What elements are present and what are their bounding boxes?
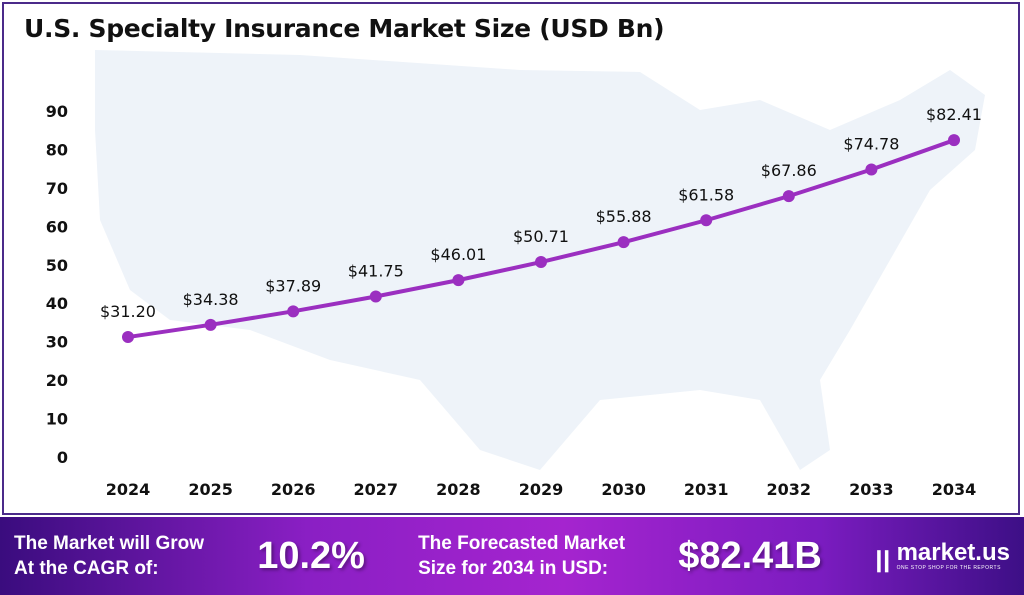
logo-tagline: ONE STOP SHOP FOR THE REPORTS	[896, 565, 1001, 571]
y-tick-label: 90	[46, 102, 68, 121]
chart-title: U.S. Specialty Insurance Market Size (US…	[24, 14, 665, 43]
cagr-label-line1: The Market will Grow	[14, 533, 205, 554]
data-point	[204, 318, 217, 331]
y-tick-label: 70	[46, 179, 68, 198]
data-label: $82.41	[926, 105, 982, 124]
logo-icon: ꞁꞁ	[875, 540, 891, 572]
x-tick-label: 2031	[684, 480, 729, 499]
logo-name: market.us	[896, 539, 1010, 566]
x-tick-label: 2033	[849, 480, 894, 499]
data-label: $67.86	[761, 161, 817, 180]
data-point	[535, 256, 547, 269]
y-tick-label: 20	[46, 371, 68, 390]
x-tick-label: 2029	[519, 480, 564, 499]
data-point	[617, 236, 630, 249]
y-tick-label: 50	[46, 256, 68, 275]
x-tick-label: 2034	[932, 480, 977, 499]
data-point	[452, 274, 465, 287]
data-point	[948, 134, 960, 147]
cagr-value: 10.2%	[257, 534, 365, 577]
y-tick-label: 30	[46, 333, 68, 352]
data-point	[865, 163, 878, 176]
footer-banner: The Market will Grow At the CAGR of: 10.…	[0, 517, 1024, 595]
x-tick-label: 2032	[767, 480, 812, 499]
x-tick-label: 2024	[106, 480, 151, 499]
y-tick-label: 10	[46, 410, 68, 429]
y-tick-label: 80	[46, 140, 68, 159]
data-point	[782, 190, 795, 203]
x-tick-label: 2027	[354, 480, 399, 499]
cagr-label-line2: At the CAGR of:	[14, 558, 159, 579]
cagr-label: The Market will Grow At the CAGR of:	[14, 531, 204, 581]
data-point	[700, 214, 713, 227]
x-tick-label: 2026	[271, 480, 316, 499]
x-tick-label: 2025	[188, 480, 233, 499]
y-tick-label: 60	[46, 217, 68, 236]
forecast-label-line1: The Forecasted Market	[418, 533, 626, 554]
y-tick-label: 0	[57, 448, 68, 467]
data-label: $41.75	[348, 261, 404, 280]
data-point	[369, 290, 382, 303]
data-label: $37.89	[265, 276, 321, 295]
data-label: $61.58	[678, 185, 734, 204]
data-point	[122, 331, 134, 344]
y-tick-label: 40	[46, 294, 68, 313]
data-label: $46.01	[430, 245, 486, 264]
x-tick-label: 2028	[436, 480, 481, 499]
data-label: $34.38	[183, 290, 239, 309]
chart-frame	[2, 2, 1020, 515]
data-label: $50.71	[513, 227, 569, 246]
data-point	[287, 305, 300, 318]
forecast-label: The Forecasted Market Size for 2034 in U…	[418, 531, 625, 581]
data-label: $55.88	[596, 207, 652, 226]
forecast-label-line2: Size for 2034 in USD:	[418, 558, 609, 579]
forecast-value: $82.41B	[678, 534, 822, 577]
data-label: $74.78	[843, 135, 899, 154]
x-tick-label: 2030	[601, 480, 646, 499]
market-us-logo: ꞁꞁ market.us ONE STOP SHOP FOR THE REPOR…	[875, 540, 1010, 573]
data-label: $31.20	[100, 302, 156, 321]
